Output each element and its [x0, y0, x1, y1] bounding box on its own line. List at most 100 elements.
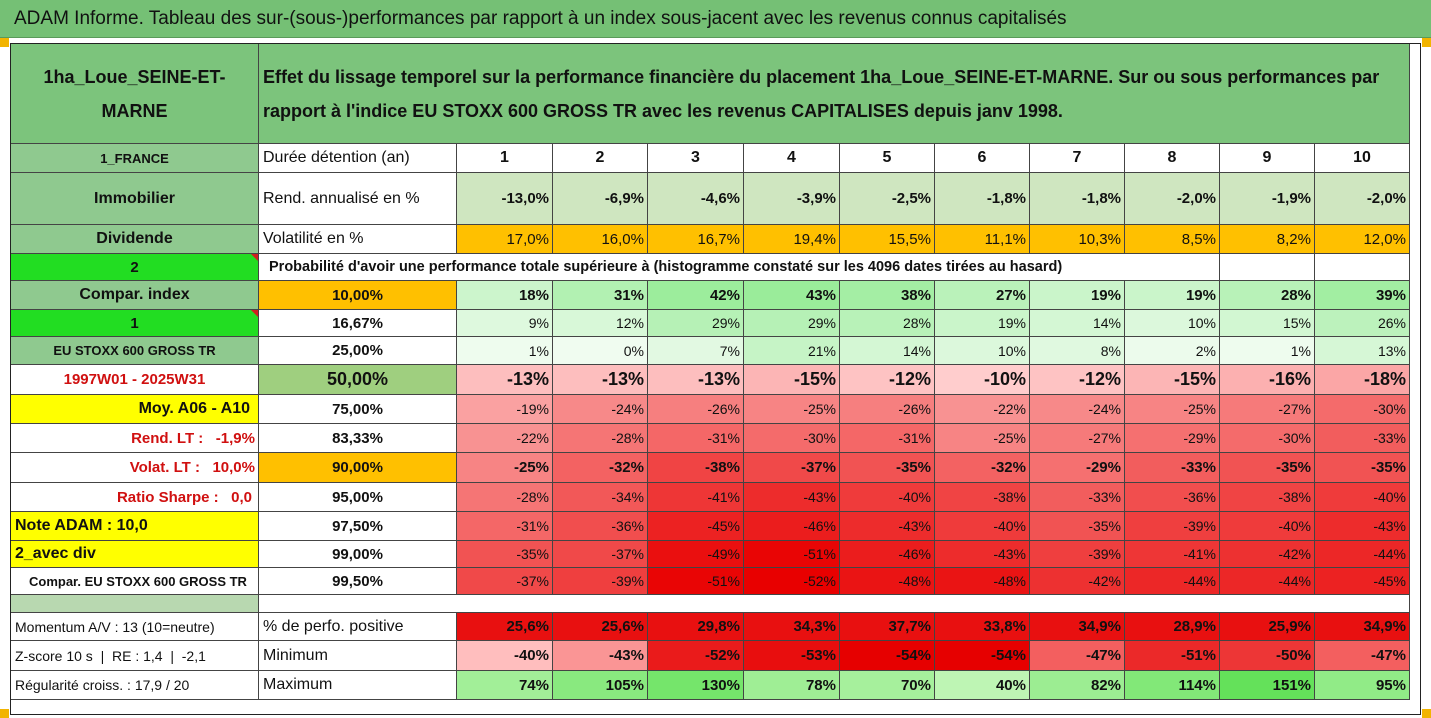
probability-value: -19% [457, 395, 553, 424]
stat-value: -52% [648, 641, 744, 671]
year-header: 4 [744, 144, 840, 173]
stat-value: -43% [553, 641, 648, 671]
probability-value: -42% [1220, 541, 1315, 568]
left-label-num-1: 1 [11, 310, 259, 337]
annual-return-value: -2,5% [840, 173, 935, 225]
fund-name: 1ha_Loue_SEINE-ET-MARNE [11, 44, 259, 144]
probability-value: -33% [1030, 483, 1125, 512]
probability-value: -27% [1030, 424, 1125, 453]
probability-value: -38% [935, 483, 1030, 512]
probability-value: -45% [648, 512, 744, 541]
annual-return-value: -4,6% [648, 173, 744, 225]
probability-value: -49% [648, 541, 744, 568]
volatility-value: 8,2% [1220, 225, 1315, 254]
annual-return-value: -3,9% [744, 173, 840, 225]
probability-value: -51% [744, 541, 840, 568]
probability-value: 1% [457, 337, 553, 365]
probability-value: 19% [1030, 281, 1125, 310]
probability-value: -46% [744, 512, 840, 541]
probability-value: 18% [457, 281, 553, 310]
left-label-regularite: Régularité croiss. : 17,9 / 20 [11, 671, 259, 700]
probability-value: -37% [744, 453, 840, 483]
fund-description: Effet du lissage temporel sur la perform… [259, 44, 1410, 144]
probability-value: 13% [1315, 337, 1410, 365]
probability-value: -33% [1315, 424, 1410, 453]
probability-value: 14% [1030, 310, 1125, 337]
probability-caption: Probabilité d'avoir une performance tota… [259, 254, 1220, 281]
stat-value: 95% [1315, 671, 1410, 700]
probability-value: 26% [1315, 310, 1410, 337]
probability-value: -25% [744, 395, 840, 424]
probability-value: -36% [553, 512, 648, 541]
probability-value: -15% [744, 365, 840, 395]
probability-value: -40% [840, 483, 935, 512]
volatility-value: 11,1% [935, 225, 1030, 254]
year-header: 7 [1030, 144, 1125, 173]
year-header: 9 [1220, 144, 1315, 173]
probability-value: -12% [840, 365, 935, 395]
probability-value: -38% [648, 453, 744, 483]
volatility-value: 8,5% [1125, 225, 1220, 254]
stat-value: 151% [1220, 671, 1315, 700]
probability-value: -41% [1125, 541, 1220, 568]
annual-return-value: -2,0% [1315, 173, 1410, 225]
volatility-value: 16,7% [648, 225, 744, 254]
stat-value: 34,3% [744, 613, 840, 641]
probability-value: 29% [648, 310, 744, 337]
annual-return-label: Rend. annualisé en % [259, 173, 457, 225]
probability-value: -10% [935, 365, 1030, 395]
probability-value: -26% [648, 395, 744, 424]
probability-value: -38% [1220, 483, 1315, 512]
probability-threshold: 99,50% [259, 568, 457, 595]
left-label-avec-div: 2_avec div [11, 541, 259, 568]
left-label-compar-index: Compar. index [11, 281, 259, 310]
year-header: 10 [1315, 144, 1410, 173]
year-header: 5 [840, 144, 935, 173]
probability-value: -31% [457, 512, 553, 541]
probability-value: -22% [935, 395, 1030, 424]
probability-value: -48% [935, 568, 1030, 595]
stat-value: -47% [1030, 641, 1125, 671]
left-label-index-name: EU STOXX 600 GROSS TR [11, 337, 259, 365]
spacer-cell [11, 595, 259, 613]
empty-cell [1315, 254, 1410, 281]
probability-value: -28% [553, 424, 648, 453]
frame-corner-marker [0, 38, 9, 47]
stat-value: 40% [935, 671, 1030, 700]
annual-return-value: -6,9% [553, 173, 648, 225]
probability-value: -43% [744, 483, 840, 512]
stat-value: 25,6% [553, 613, 648, 641]
stat-label: % de perfo. positive [259, 613, 457, 641]
stat-value: 74% [457, 671, 553, 700]
probability-value: -39% [1030, 541, 1125, 568]
left-label-avg-range: Moy. A06 - A10 [11, 395, 259, 424]
probability-value: -36% [1125, 483, 1220, 512]
left-label-zscore: Z-score 10 s | RE : 1,4 | -2,1 [11, 641, 259, 671]
left-label-sharpe: Ratio Sharpe : 0,0 [11, 483, 259, 512]
stat-value: -51% [1125, 641, 1220, 671]
asset-class-label: Immobilier [11, 173, 259, 225]
probability-threshold: 16,67% [259, 310, 457, 337]
left-label-period: 1997W01 - 2025W31 [11, 365, 259, 395]
probability-value: -41% [648, 483, 744, 512]
probability-value: -40% [1220, 512, 1315, 541]
probability-value: -37% [457, 568, 553, 595]
probability-value: 2% [1125, 337, 1220, 365]
probability-value: -30% [1220, 424, 1315, 453]
probability-value: -44% [1220, 568, 1315, 595]
probability-threshold: 10,00% [259, 281, 457, 310]
stat-value: 33,8% [935, 613, 1030, 641]
stat-value: -47% [1315, 641, 1410, 671]
probability-value: 42% [648, 281, 744, 310]
probability-value: -43% [935, 541, 1030, 568]
frame-corner-marker [1422, 38, 1431, 47]
probability-value: -22% [457, 424, 553, 453]
probability-value: -43% [1315, 512, 1410, 541]
probability-threshold: 97,50% [259, 512, 457, 541]
holding-duration-label: Durée détention (an) [259, 144, 457, 173]
probability-value: -35% [840, 453, 935, 483]
probability-value: 10% [935, 337, 1030, 365]
volatility-label: Volatilité en % [259, 225, 457, 254]
stat-label: Maximum [259, 671, 457, 700]
probability-value: -48% [840, 568, 935, 595]
